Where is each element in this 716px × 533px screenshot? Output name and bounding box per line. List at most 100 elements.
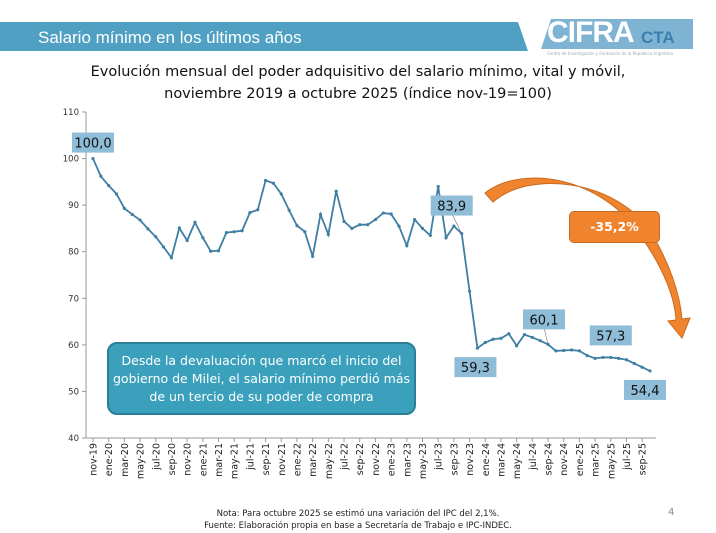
data-label-box <box>589 325 632 346</box>
data-point <box>138 218 142 222</box>
x-tick-label: jul-23 <box>434 443 445 471</box>
data-label: 59,3 <box>461 361 490 376</box>
y-tick-label: 60 <box>68 341 79 351</box>
x-tick-label: may-24 <box>512 443 523 479</box>
y-tick-label: 110 <box>63 108 79 118</box>
data-point <box>342 219 346 224</box>
data-point <box>358 223 362 227</box>
series-line <box>92 158 651 372</box>
x-tick-label: jul-21 <box>245 443 256 471</box>
data-point <box>522 333 527 337</box>
data-point <box>562 348 566 353</box>
y-tick-label: 50 <box>68 387 79 397</box>
data-label-box <box>624 379 666 400</box>
data-point <box>397 224 401 228</box>
data-point <box>648 369 652 373</box>
data-point <box>311 254 315 258</box>
change-badge: -35,2% <box>569 211 660 243</box>
data-point <box>91 156 95 161</box>
data-point <box>130 212 134 217</box>
logo-subtitle: Centro de Investigación y Formación de l… <box>547 51 673 56</box>
data-point <box>624 358 629 362</box>
data-point <box>515 344 519 348</box>
page-number: 4 <box>668 507 675 518</box>
data-point <box>546 342 550 346</box>
data-point <box>107 183 111 188</box>
data-point <box>350 226 354 231</box>
data-point <box>436 184 440 189</box>
data-point <box>334 189 338 193</box>
data-point <box>405 244 409 248</box>
data-point <box>601 355 605 360</box>
data-point <box>593 356 597 360</box>
x-tick-label: nov-24 <box>559 443 570 476</box>
data-point <box>381 211 385 215</box>
x-tick-label: may-23 <box>418 443 429 479</box>
data-point <box>224 231 228 235</box>
x-tick-label: jul-24 <box>528 443 539 471</box>
x-tick-label: jul-25 <box>622 443 633 471</box>
data-point <box>467 289 472 293</box>
x-tick-label: jul-20 <box>151 443 162 471</box>
logo-suffix: CTA <box>641 28 675 47</box>
x-tick-label: nov-20 <box>183 443 194 476</box>
data-point <box>154 235 158 239</box>
data-point <box>295 224 299 228</box>
data-point <box>201 236 205 240</box>
data-point <box>428 233 432 238</box>
x-tick-label: ene-23 <box>387 443 398 476</box>
data-point <box>452 224 456 228</box>
x-tick-label: sep-20 <box>167 443 178 475</box>
y-tick-label: 90 <box>68 201 79 211</box>
label-leader <box>543 327 549 345</box>
x-tick-label: sep-24 <box>544 443 555 475</box>
data-label: 60,1 <box>530 313 559 328</box>
data-point <box>507 332 511 336</box>
data-point <box>209 249 213 253</box>
x-tick-label: may-21 <box>230 443 241 479</box>
footer-note: Nota: Para octubre 2025 se estimó una va… <box>216 509 500 519</box>
chart-subtitle: noviembre 2019 a octubre 2025 (índice no… <box>164 86 552 102</box>
data-point <box>444 236 448 240</box>
data-point <box>617 356 621 360</box>
data-point <box>585 353 589 358</box>
x-tick-label: ene-25 <box>575 443 586 476</box>
data-label-box <box>430 195 473 216</box>
data-point <box>530 335 534 340</box>
x-tick-label: mar-25 <box>591 443 602 477</box>
data-point <box>632 361 636 366</box>
data-point <box>146 227 150 231</box>
x-tick-label: jul-22 <box>340 443 351 471</box>
data-point <box>365 223 370 227</box>
data-point <box>483 340 487 345</box>
data-point <box>169 256 174 260</box>
logo-text: CIFRA <box>547 16 635 49</box>
data-point <box>185 238 189 243</box>
header-title: Salario mínimo en los últimos años <box>38 28 302 47</box>
data-point <box>420 226 425 231</box>
x-tick-label: mar-20 <box>120 443 131 477</box>
data-point <box>373 217 378 222</box>
x-tick-label: sep-21 <box>261 443 272 475</box>
data-point <box>499 336 503 340</box>
x-tick-label: may-22 <box>324 443 335 479</box>
data-point <box>162 245 166 249</box>
label-leader <box>451 213 462 234</box>
data-point <box>99 174 103 178</box>
curved-arrow-icon <box>484 177 691 339</box>
data-point <box>475 346 480 350</box>
data-label: 54,4 <box>631 384 660 399</box>
x-tick-label: nov-22 <box>371 443 382 476</box>
callout-box: Desde la devaluación que marcó el inicio… <box>107 342 416 415</box>
x-tick-label: nov-19 <box>89 443 100 476</box>
x-tick-label: nov-21 <box>277 443 288 476</box>
x-tick-label: ene-24 <box>481 443 492 476</box>
y-tick-label: 70 <box>68 294 79 304</box>
data-point <box>326 232 330 237</box>
data-point <box>114 192 119 196</box>
footer-source: Fuente: Elaboración propia en base a Sec… <box>204 521 512 531</box>
data-point <box>554 349 558 353</box>
x-tick-label: may-25 <box>606 443 617 479</box>
